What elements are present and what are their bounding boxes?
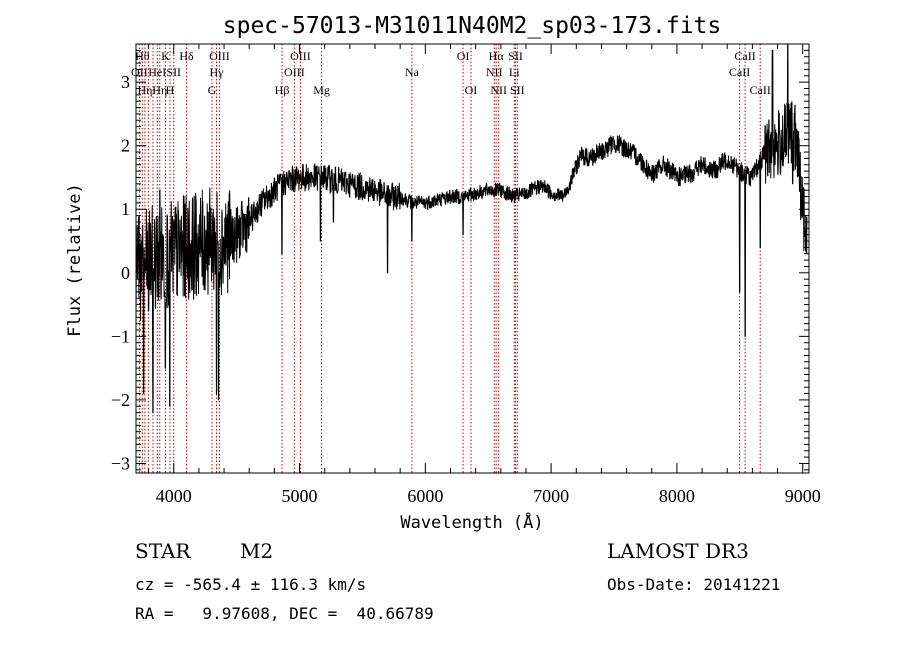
y-tick-label: −1 <box>111 326 130 346</box>
axis-ticks: 4000 5000 6000 7000 8000 9000 −3 −2 −1 0 1 2 3 <box>111 44 821 506</box>
object-subclass: M2 <box>240 539 274 563</box>
spectral-line-label: Hγ <box>210 65 225 79</box>
flux-series-line <box>135 43 808 414</box>
spectral-line-label: Hα <box>489 49 505 63</box>
observation-date: Obs-Date: 20141221 <box>607 575 781 594</box>
object-class: STAR <box>135 539 191 563</box>
spectral-line-label: HeI <box>148 65 166 79</box>
spectral-line-label: CaII <box>729 65 750 79</box>
spectral-line-label: Hβ <box>275 83 290 97</box>
spectral-line-label: Mg <box>313 83 330 97</box>
chart-title: spec-57013-M31011N40M2_sp03-173.fits <box>223 13 722 39</box>
y-tick-label: −2 <box>111 390 130 410</box>
spectral-line-label: SII <box>508 49 523 63</box>
spectral-line-label: Hδ <box>179 49 194 63</box>
spectral-line-label: CaII <box>734 49 755 63</box>
x-tick-label: 8000 <box>659 486 695 506</box>
spectral-line-label: K <box>161 49 170 63</box>
spectral-line-labels: OII Hθ Hη HeI Hη K H SII Hδ G Hγ OIII Hβ OIII OIII Mg Na… <box>131 49 771 97</box>
x-tick-label: 4000 <box>156 486 192 506</box>
y-tick-label: 2 <box>121 136 130 156</box>
spectral-line-label: Hη <box>137 83 152 97</box>
spectral-line-label: OI <box>465 83 478 97</box>
spectral-line-label: OIII <box>209 49 230 63</box>
x-tick-label: 7000 <box>533 486 569 506</box>
spectral-line-label: Hθ <box>135 49 150 63</box>
spectral-line-label: H <box>166 83 175 97</box>
spectral-line-label: Na <box>405 65 420 79</box>
survey-name: LAMOST DR3 <box>607 539 749 563</box>
x-axis-label: Wavelength (Å) <box>400 511 543 533</box>
x-tick-label: 5000 <box>282 486 318 506</box>
y-tick-label: 3 <box>121 72 130 92</box>
redshift-velocity: cz = -565.4 ± 116.3 km/s <box>135 575 367 594</box>
spectral-line-label: CaII <box>750 83 771 97</box>
spectral-line-label: NII <box>486 65 503 79</box>
spectral-line-label: Li <box>509 65 520 79</box>
spectral-line-label: OI <box>457 49 470 63</box>
spectral-line-label: SII <box>510 83 525 97</box>
sky-coordinates: RA = 9.97608, DEC = 40.66789 <box>135 604 434 623</box>
y-tick-label: 0 <box>121 263 130 283</box>
spectral-line-label: SII <box>166 65 181 79</box>
spectral-line-label: Hη <box>152 83 167 97</box>
spectral-line-label: OIII <box>290 49 311 63</box>
x-tick-label: 9000 <box>785 486 821 506</box>
spectral-line-label: G <box>208 83 217 97</box>
y-axis-label: Flux (relative) <box>65 183 85 337</box>
spectral-line-label: OII <box>131 65 148 79</box>
spectral-line-label: OIII <box>284 65 305 79</box>
spectral-line-label: NII <box>490 83 507 97</box>
y-tick-label: −3 <box>111 453 130 473</box>
plot-frame <box>135 43 810 474</box>
y-tick-label: 1 <box>121 199 130 219</box>
x-tick-label: 6000 <box>407 486 443 506</box>
